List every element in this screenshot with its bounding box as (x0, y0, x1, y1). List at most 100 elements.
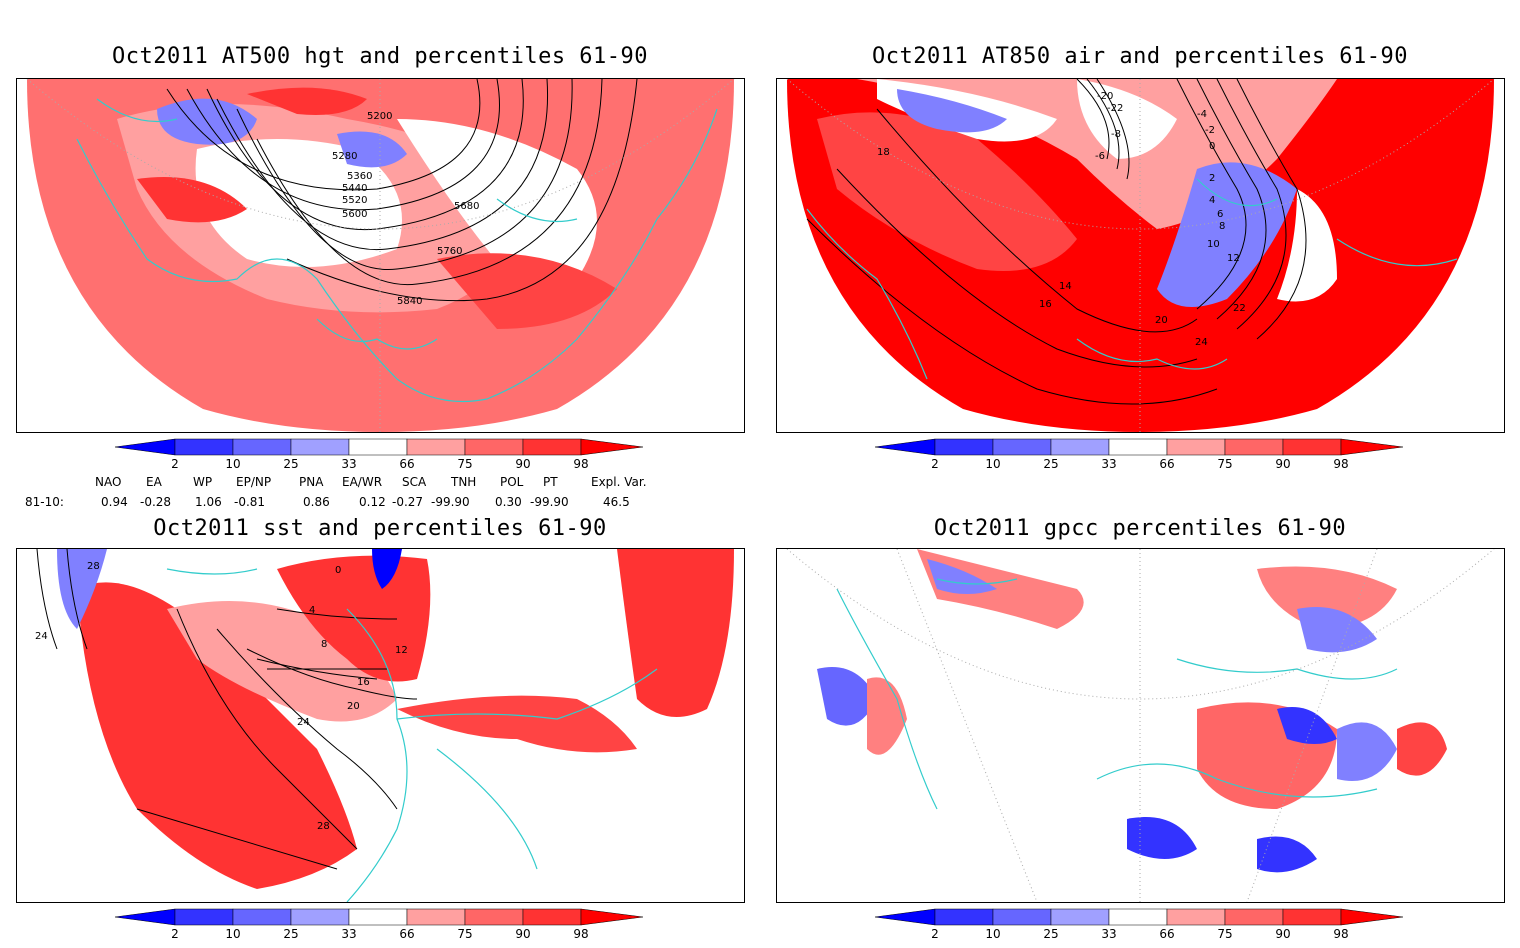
map-sst: 28 24 0 4 8 12 16 20 24 28 (27, 549, 734, 902)
colorbar-label: 25 (1043, 927, 1059, 941)
contour-label: 4 (309, 605, 315, 616)
colorbar-label: 33 (341, 927, 357, 941)
contour-label: -22 (1107, 103, 1123, 114)
colorbar: 2 10 25 33 66 75 90 98 (874, 438, 1405, 478)
colorbar-label: 66 (1159, 457, 1175, 471)
contour-label: 5520 (342, 195, 367, 206)
panel-title-p1: Oct2011 AT500 hgt and percentiles 61-90 (111, 44, 649, 69)
index-header: EP/NP (236, 475, 272, 489)
colorbar-svg (874, 908, 1404, 926)
index-value: 1.06 (195, 495, 222, 509)
contour-label: -20 (1097, 91, 1113, 102)
index-value: -0.27 (392, 495, 424, 509)
index-value: 0.12 (359, 495, 386, 509)
panel-title-p2: Oct2011 AT850 air and percentiles 61-90 (871, 44, 1409, 69)
index-value: 0.86 (303, 495, 330, 509)
index-header: WP (193, 475, 213, 489)
index-value: -0.81 (234, 495, 266, 509)
map-gpcc (786, 549, 1495, 902)
colorbar-label: 98 (573, 927, 589, 941)
colorbar-label: 25 (283, 457, 299, 471)
contour-label: 5360 (347, 171, 372, 182)
panel-title-p4: Oct2011 gpcc percentiles 61-90 (933, 516, 1347, 541)
colorbar-label: 66 (399, 927, 415, 941)
contour-label: 8 (1219, 221, 1225, 232)
colorbar-label: 2 (171, 927, 179, 941)
contour-label: -2 (1205, 125, 1215, 136)
index-value: 0.30 (495, 495, 522, 509)
colorbar-label: 10 (985, 457, 1001, 471)
colorbar-label: 10 (985, 927, 1001, 941)
contour-label: 5680 (454, 201, 479, 212)
contour-label: -6 (1095, 151, 1105, 162)
contour-label: 24 (1195, 337, 1208, 348)
panel-title-p3: Oct2011 sst and percentiles 61-90 (153, 516, 607, 541)
contour-label: 10 (1207, 239, 1220, 250)
colorbar-label: 33 (1101, 457, 1117, 471)
colorbar-label: 10 (225, 457, 241, 471)
index-value: -99.90 (530, 495, 569, 509)
index-header: NAO (95, 475, 122, 489)
colorbar-label: 66 (399, 457, 415, 471)
index-header: POL (500, 475, 524, 489)
contour-label: -4 (1197, 109, 1207, 120)
contour-label: 24 (297, 717, 310, 728)
map-at500: 5200 5280 5360 5440 5520 5600 5680 5760 … (26, 79, 735, 432)
contour-label: 5760 (437, 246, 462, 257)
contour-label: 0 (1209, 141, 1215, 152)
colorbar-label: 2 (171, 457, 179, 471)
map-at850: -20 -22 -8 -6 -4 -2 0 2 4 6 8 10 12 14 1… (786, 79, 1495, 432)
map-panel-gpcc (776, 548, 1505, 903)
colorbar-label: 98 (1333, 457, 1349, 471)
contour-label: 24 (35, 631, 48, 642)
colorbar-label: 10 (225, 927, 241, 941)
colorbar-label: 90 (1275, 927, 1291, 941)
colorbar: 2 10 25 33 66 75 90 98 (114, 438, 645, 478)
contour-label: 8 (321, 639, 327, 650)
contour-label: 5600 (342, 209, 367, 220)
index-header: PNA (299, 475, 324, 489)
index-row-label: 81-10: (25, 495, 64, 509)
colorbar-label: 98 (1333, 927, 1349, 941)
index-header: EA (146, 475, 162, 489)
colorbar-label: 90 (515, 457, 531, 471)
contour-label: 4 (1209, 195, 1215, 206)
contour-label: -8 (1111, 129, 1121, 140)
contour-label: 28 (87, 561, 100, 572)
colorbar-label: 33 (341, 457, 357, 471)
colorbar-label: 75 (457, 927, 473, 941)
colorbar-label: 90 (1275, 457, 1291, 471)
colorbar-label: 98 (573, 457, 589, 471)
colorbar-svg (114, 908, 644, 926)
index-value: -99.90 (431, 495, 470, 509)
contour-label: 22 (1233, 303, 1246, 314)
index-value: 46.5 (603, 495, 630, 509)
colorbar-label: 90 (515, 927, 531, 941)
map-panel-at850: -20 -22 -8 -6 -4 -2 0 2 4 6 8 10 12 14 1… (776, 78, 1505, 433)
contour-label: 20 (347, 701, 360, 712)
contour-label: 5200 (367, 111, 392, 122)
index-header: PT (543, 475, 558, 489)
contour-label: 5840 (397, 296, 422, 307)
colorbar-label: 75 (457, 457, 473, 471)
colorbar-label: 25 (1043, 457, 1059, 471)
contour-label: 28 (317, 821, 330, 832)
colorbar-svg (874, 438, 1404, 456)
index-header: TNH (451, 475, 477, 489)
colorbar-label: 2 (931, 927, 939, 941)
contour-label: 5440 (342, 183, 367, 194)
colorbar-label: 25 (283, 927, 299, 941)
contour-label: 2 (1209, 173, 1215, 184)
contour-label: 0 (335, 565, 341, 576)
map-panel-sst: 28 24 0 4 8 12 16 20 24 28 (16, 548, 745, 903)
contour-label: 6 (1217, 209, 1223, 220)
contour-label: 5280 (332, 151, 357, 162)
map-panel-at500: 5200 5280 5360 5440 5520 5600 5680 5760 … (16, 78, 745, 433)
colorbar-label: 2 (931, 457, 939, 471)
colorbar: 2 10 25 33 66 75 90 98 (874, 908, 1405, 948)
index-value: 0.94 (101, 495, 128, 509)
colorbar-label: 66 (1159, 927, 1175, 941)
colorbar-label: 33 (1101, 927, 1117, 941)
contour-label: 16 (357, 677, 370, 688)
contour-label: 20 (1155, 315, 1168, 326)
